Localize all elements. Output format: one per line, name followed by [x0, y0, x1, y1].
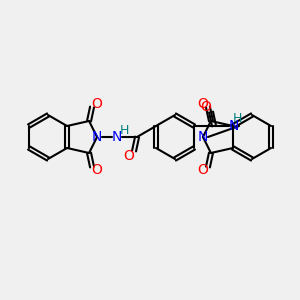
Text: O: O	[197, 163, 208, 177]
Text: N: N	[92, 130, 102, 144]
Text: H: H	[119, 124, 129, 137]
Text: O: O	[201, 100, 212, 114]
Text: N: N	[112, 130, 122, 144]
Text: O: O	[92, 163, 103, 177]
Text: N: N	[229, 119, 239, 133]
Text: O: O	[92, 97, 103, 111]
Text: O: O	[197, 97, 208, 111]
Text: H: H	[232, 112, 242, 124]
Text: O: O	[124, 149, 134, 163]
Text: N: N	[198, 130, 208, 144]
